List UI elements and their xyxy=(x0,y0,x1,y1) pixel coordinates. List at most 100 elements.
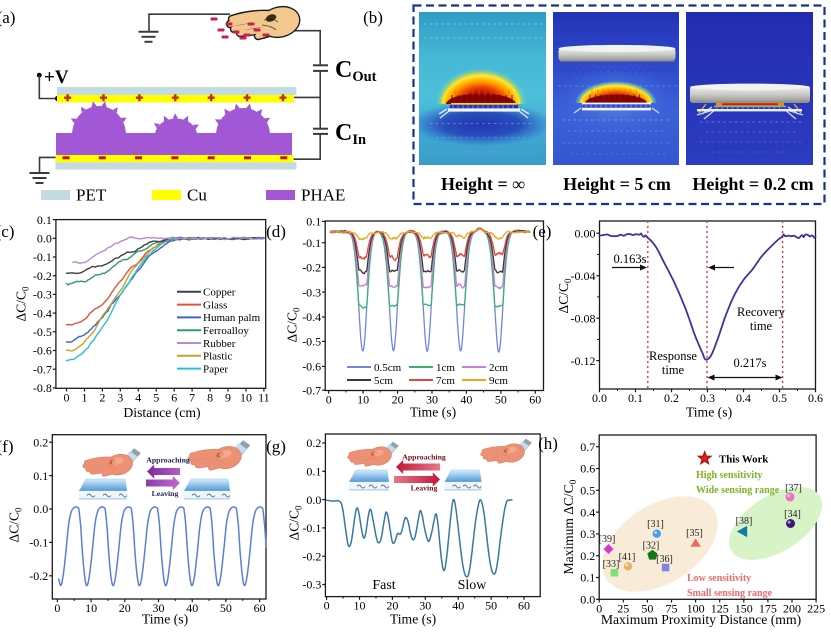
svg-text:[41]: [41] xyxy=(619,552,636,563)
svg-text:-0.7: -0.7 xyxy=(302,383,321,397)
svg-text:(g): (g) xyxy=(266,437,286,456)
svg-text:[33]: [33] xyxy=(603,559,620,570)
svg-text:Cu: Cu xyxy=(187,186,207,205)
svg-text:Plastic: Plastic xyxy=(203,351,232,363)
svg-text:0.2: 0.2 xyxy=(306,436,321,450)
svg-text:30: 30 xyxy=(426,393,438,407)
svg-text:60: 60 xyxy=(254,601,266,615)
svg-text:7cm: 7cm xyxy=(436,375,455,387)
svg-text:-0.04: -0.04 xyxy=(571,269,596,283)
svg-text:40: 40 xyxy=(452,599,464,613)
svg-text:30: 30 xyxy=(153,601,165,615)
svg-text:-0.2: -0.2 xyxy=(302,261,321,275)
svg-text:-0.4: -0.4 xyxy=(302,310,321,324)
svg-text:11: 11 xyxy=(258,390,270,404)
svg-text:-0.6: -0.6 xyxy=(33,344,52,358)
svg-text:5: 5 xyxy=(153,390,159,404)
svg-text:1cm: 1cm xyxy=(436,362,455,374)
svg-text:Low sensitivity: Low sensitivity xyxy=(687,573,751,584)
svg-text:Wide sensing range: Wide sensing range xyxy=(696,485,780,496)
svg-text:(e): (e) xyxy=(533,222,552,241)
svg-text:0.163s: 0.163s xyxy=(614,252,647,266)
svg-text:-0.1: -0.1 xyxy=(302,521,321,535)
svg-text:time: time xyxy=(750,319,773,333)
svg-text:(b): (b) xyxy=(363,8,383,27)
svg-text:-0.2: -0.2 xyxy=(29,569,48,583)
svg-text:0.0: 0.0 xyxy=(592,391,607,405)
svg-text:ΔC/C0: ΔC/C0 xyxy=(556,278,573,313)
svg-text:Leaving: Leaving xyxy=(411,484,438,493)
svg-text:[35]: [35] xyxy=(686,528,703,539)
svg-text:0.3: 0.3 xyxy=(580,527,595,541)
svg-text:+V: +V xyxy=(44,67,69,88)
svg-text:3: 3 xyxy=(117,390,123,404)
svg-text:0.1: 0.1 xyxy=(306,465,321,479)
svg-text:-0.1: -0.1 xyxy=(33,250,52,264)
svg-text:0.6: 0.6 xyxy=(808,391,823,405)
svg-text:(f): (f) xyxy=(0,437,13,456)
svg-text:Height = 5 cm: Height = 5 cm xyxy=(563,174,671,194)
svg-text:0.2: 0.2 xyxy=(664,391,679,405)
svg-text:(d): (d) xyxy=(266,222,286,241)
svg-text:Time (s): Time (s) xyxy=(390,612,436,628)
svg-text:100: 100 xyxy=(687,601,705,615)
svg-text:Time (s): Time (s) xyxy=(410,405,456,421)
svg-text:0: 0 xyxy=(326,393,332,407)
svg-text:0.1: 0.1 xyxy=(628,391,643,405)
svg-text:[36]: [36] xyxy=(656,554,673,565)
svg-text:30: 30 xyxy=(419,599,431,613)
svg-text:High sensitivity: High sensitivity xyxy=(696,470,762,481)
svg-text:Recovery: Recovery xyxy=(737,305,786,319)
svg-text:[32]: [32] xyxy=(643,541,660,552)
svg-text:This Work: This Work xyxy=(719,454,768,466)
svg-text:40: 40 xyxy=(460,393,472,407)
svg-text:75: 75 xyxy=(666,601,678,615)
svg-text:(c): (c) xyxy=(0,222,14,241)
svg-text:Maximum Proximity Distance (mm: Maximum Proximity Distance (mm) xyxy=(601,612,801,628)
svg-text:PET: PET xyxy=(76,186,107,205)
svg-text:ΔC/C0: ΔC/C0 xyxy=(7,507,24,542)
svg-text:0.00: 0.00 xyxy=(575,226,596,240)
svg-text:1: 1 xyxy=(82,390,88,404)
svg-text:9: 9 xyxy=(225,390,231,404)
svg-text:[31]: [31] xyxy=(647,519,664,530)
svg-text:0.2: 0.2 xyxy=(33,435,48,449)
svg-text:0.1: 0.1 xyxy=(580,571,595,585)
svg-text:Fast: Fast xyxy=(372,578,395,593)
svg-text:0: 0 xyxy=(64,390,70,404)
svg-text:10: 10 xyxy=(85,601,97,615)
svg-text:-0.2: -0.2 xyxy=(302,549,321,563)
svg-text:-0.8: -0.8 xyxy=(33,381,52,395)
svg-text:0: 0 xyxy=(324,599,330,613)
svg-text:time: time xyxy=(662,363,685,377)
svg-text:Approaching: Approaching xyxy=(146,456,190,465)
svg-text:20: 20 xyxy=(386,599,398,613)
svg-text:Slow: Slow xyxy=(458,578,488,593)
svg-text:10: 10 xyxy=(357,393,369,407)
svg-text:175: 175 xyxy=(759,601,777,615)
svg-text:0.0: 0.0 xyxy=(306,493,321,507)
svg-text:[37]: [37] xyxy=(785,483,802,494)
svg-text:Height = ∞: Height = ∞ xyxy=(441,174,525,194)
svg-text:[39]: [39] xyxy=(599,534,616,545)
svg-text:Approaching: Approaching xyxy=(402,453,446,462)
svg-text:8: 8 xyxy=(207,390,213,404)
svg-text:7: 7 xyxy=(189,390,195,404)
svg-text:225: 225 xyxy=(807,601,825,615)
svg-text:-0.3: -0.3 xyxy=(302,578,321,592)
svg-text:ΔC/C0: ΔC/C0 xyxy=(285,307,302,342)
svg-text:-0.1: -0.1 xyxy=(302,236,321,250)
svg-text:-0.5: -0.5 xyxy=(302,335,321,349)
svg-text:200: 200 xyxy=(783,601,801,615)
svg-text:60: 60 xyxy=(518,599,530,613)
svg-text:0: 0 xyxy=(54,601,60,615)
svg-text:Paper: Paper xyxy=(203,363,228,375)
svg-text:50: 50 xyxy=(495,393,507,407)
svg-text:0.0: 0.0 xyxy=(37,232,52,246)
svg-text:Glass: Glass xyxy=(203,299,227,311)
svg-text:60: 60 xyxy=(529,393,541,407)
svg-text:Rubber: Rubber xyxy=(203,338,236,350)
svg-text:[34]: [34] xyxy=(784,509,801,520)
svg-text:50: 50 xyxy=(220,601,232,615)
svg-text:ΔC/C0: ΔC/C0 xyxy=(287,505,304,540)
